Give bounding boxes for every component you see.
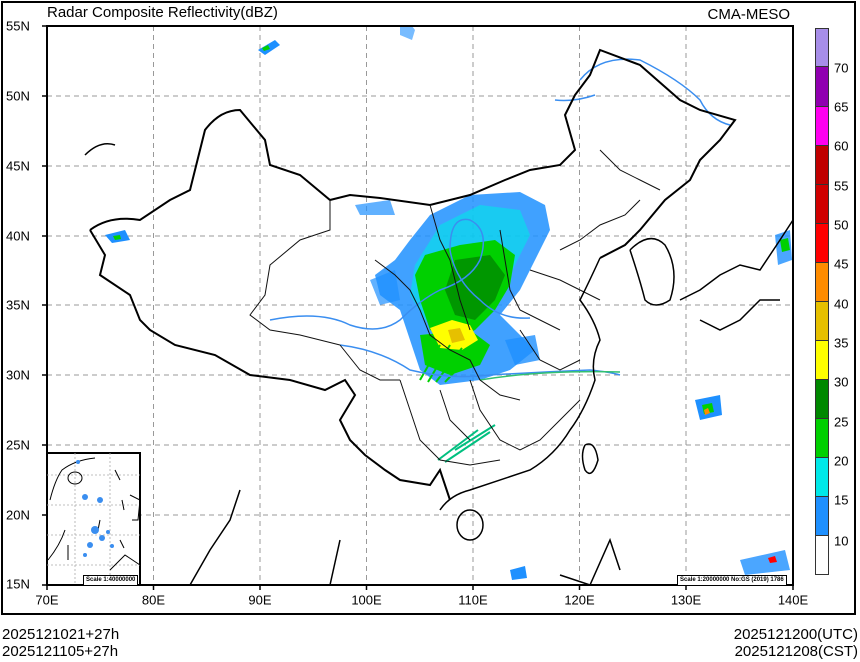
colorbar-segment — [815, 341, 829, 380]
colorbar-label-65: 65 — [834, 99, 849, 115]
rivers — [269, 58, 731, 378]
colorbar-segment — [815, 458, 829, 497]
colorbar-segment — [815, 536, 829, 575]
colorbar — [815, 28, 829, 575]
province-boundaries — [249, 149, 661, 466]
lon-label-130e: 130E — [670, 592, 702, 608]
south-china-sea-inset — [46, 452, 141, 586]
colorbar-label-45: 45 — [834, 256, 849, 272]
colorbar-label-25: 25 — [834, 414, 849, 430]
colorbar-segment — [815, 497, 829, 536]
colorbar-label-55: 55 — [834, 178, 849, 194]
init-time-cst: 2025121105+27h — [2, 643, 119, 660]
chart-title: Radar Composite Reflectivity(dBZ) — [47, 4, 278, 21]
lat-label-25n: 25N — [6, 437, 30, 453]
lat-label-30n: 30N — [6, 367, 30, 383]
valid-time-cst: 2025121208(CST) — [734, 643, 858, 660]
lat-label-15n: 15N — [6, 576, 30, 592]
colorbar-label-20: 20 — [834, 453, 849, 469]
colorbar-label-40: 40 — [834, 296, 849, 312]
coastline — [84, 143, 793, 585]
lon-label-140e: 140E — [777, 592, 809, 608]
lat-label-45n: 45N — [6, 158, 30, 174]
colorbar-segment — [815, 224, 829, 263]
colorbar-segment — [815, 67, 829, 107]
lat-label-50n: 50N — [6, 88, 30, 104]
valid-time-utc: 2025121200(UTC) — [733, 626, 858, 643]
lon-label-120e: 120E — [564, 592, 595, 608]
colorbar-segment — [815, 263, 829, 302]
init-time-block: 2025121021+27h 2025121105+27h — [2, 626, 119, 660]
valid-time-block: 2025121200(UTC) 2025121208(CST) — [734, 626, 858, 660]
colorbar-segment — [815, 185, 829, 224]
lon-label-90e: 90E — [248, 592, 272, 608]
lat-label-20n: 20N — [6, 507, 30, 523]
lat-label-40n: 40N — [6, 228, 30, 244]
colorbar-label-10: 10 — [834, 533, 849, 549]
national-boundary — [89, 48, 737, 501]
colorbar-segment — [815, 107, 829, 146]
colorbar-segment — [815, 146, 829, 185]
lon-label-100e: 100E — [351, 592, 382, 608]
colorbar-label-30: 30 — [834, 374, 849, 390]
inset-scale-label: Scale 1:40000000 — [83, 575, 139, 586]
colorbar-segment — [815, 28, 829, 67]
model-name: CMA-MESO — [707, 6, 791, 23]
lon-label-110e: 110E — [458, 592, 488, 608]
radar-echoes — [105, 26, 792, 580]
colorbar-segment — [815, 302, 829, 341]
colorbar-segment — [815, 419, 829, 458]
lon-label-80e: 80E — [141, 592, 166, 608]
colorbar-label-15: 15 — [834, 492, 849, 508]
colorbar-label-35: 35 — [834, 335, 849, 351]
init-time-utc: 2025121021+27h — [2, 626, 120, 643]
figure-frame — [1, 1, 856, 615]
colorbar-label-50: 50 — [834, 217, 849, 233]
colorbar-label-70: 70 — [834, 60, 849, 76]
lat-label-55n: 55N — [6, 18, 30, 34]
lat-label-35n: 35N — [6, 297, 30, 313]
map-scale-label: Scale 1:20000000 No:GS (2019) 1786 — [677, 575, 787, 586]
lon-label-70e: 70E — [35, 592, 59, 608]
colorbar-label-60: 60 — [834, 138, 849, 154]
colorbar-segment — [815, 380, 829, 419]
